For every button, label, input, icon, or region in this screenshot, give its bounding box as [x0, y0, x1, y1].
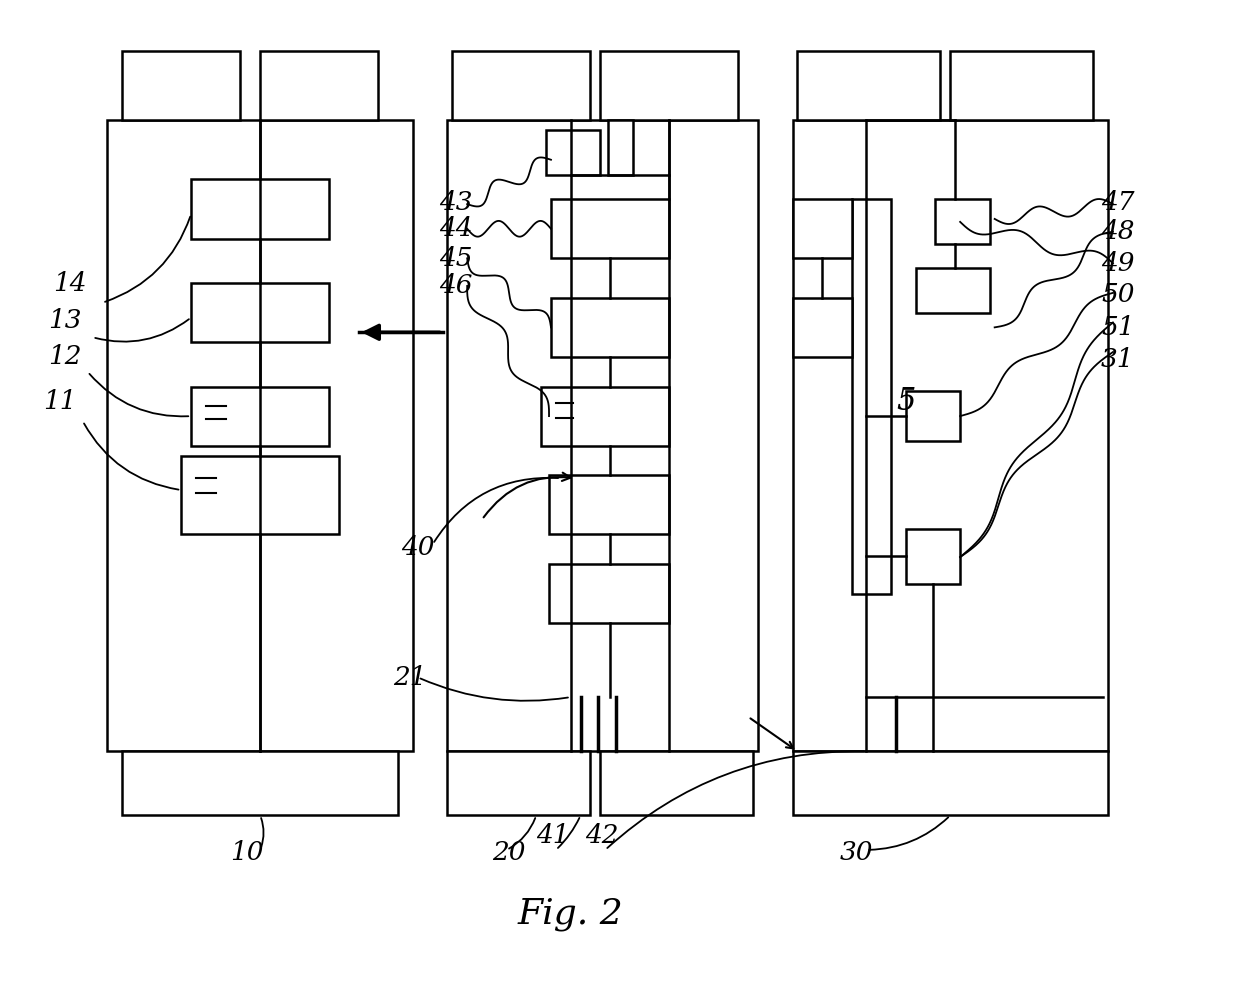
Bar — [453, 51, 590, 120]
Bar — [792, 199, 852, 258]
Bar — [792, 751, 1109, 815]
Bar — [792, 298, 852, 357]
Text: 43: 43 — [439, 189, 472, 215]
Bar — [551, 199, 670, 258]
Text: 45: 45 — [439, 246, 472, 271]
Text: 11: 11 — [43, 388, 77, 414]
Bar — [600, 751, 753, 815]
Bar — [852, 199, 892, 594]
Text: 50: 50 — [1101, 282, 1135, 308]
Text: 47: 47 — [1101, 189, 1135, 215]
Bar — [950, 51, 1094, 120]
Text: 21: 21 — [393, 665, 427, 690]
Bar — [549, 564, 670, 623]
Bar — [191, 387, 329, 446]
Bar — [191, 283, 329, 342]
Text: 13: 13 — [48, 308, 82, 333]
Bar — [541, 387, 670, 446]
Text: 40: 40 — [401, 534, 435, 560]
Bar — [546, 130, 600, 175]
Bar — [600, 51, 738, 120]
Bar — [191, 179, 329, 239]
Bar — [260, 51, 378, 120]
Text: 42: 42 — [585, 822, 619, 848]
Bar — [448, 751, 590, 815]
Text: 30: 30 — [839, 840, 873, 866]
Bar — [122, 51, 241, 120]
Text: 41: 41 — [536, 822, 569, 848]
Bar — [906, 391, 960, 441]
Bar — [549, 475, 670, 534]
Text: 48: 48 — [1101, 219, 1135, 245]
Bar — [181, 456, 339, 534]
Bar — [935, 199, 990, 244]
Text: 31: 31 — [1101, 347, 1135, 373]
Text: 46: 46 — [439, 273, 472, 299]
Bar — [797, 51, 940, 120]
Bar — [916, 268, 990, 313]
Bar — [608, 120, 632, 175]
Bar — [448, 120, 758, 751]
Text: Fig. 2: Fig. 2 — [518, 897, 624, 931]
Text: 12: 12 — [48, 344, 82, 370]
Bar — [551, 298, 670, 357]
Text: 10: 10 — [231, 840, 264, 866]
Bar — [906, 529, 960, 584]
Bar — [122, 751, 398, 815]
Text: 14: 14 — [53, 270, 87, 296]
Bar — [792, 120, 1109, 751]
Bar — [108, 120, 413, 751]
Text: 49: 49 — [1101, 250, 1135, 276]
Text: 20: 20 — [492, 840, 526, 866]
Text: 5: 5 — [897, 386, 915, 417]
Text: 44: 44 — [439, 216, 472, 242]
Text: 51: 51 — [1101, 315, 1135, 340]
